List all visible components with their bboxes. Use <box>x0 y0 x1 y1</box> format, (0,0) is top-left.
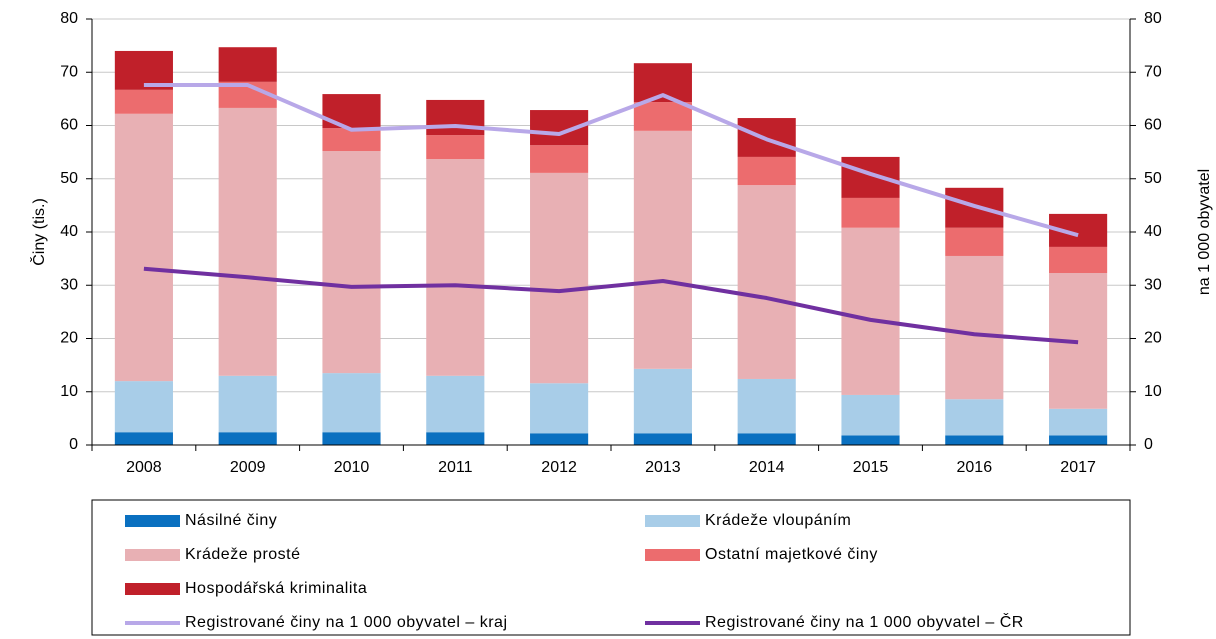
y2-tick-label: 60 <box>1144 117 1162 134</box>
bar-segment <box>737 378 796 434</box>
bar-segment <box>841 394 900 436</box>
bar-segment <box>322 128 381 152</box>
legend-swatch <box>125 549 180 561</box>
legend-label: Ostatní majetkové činy <box>705 546 878 563</box>
legend-label: Násilné činy <box>185 512 277 529</box>
bar-segment <box>426 432 485 445</box>
legend-label: Registrované činy na 1 000 obyvatel – kr… <box>185 614 508 631</box>
bar-segment <box>530 383 589 434</box>
x-tick-label: 2013 <box>645 459 681 476</box>
x-tick-label: 2014 <box>749 459 785 476</box>
bar-segment <box>218 47 277 82</box>
bar-segment <box>1049 246 1108 274</box>
x-tick-label: 2016 <box>957 459 993 476</box>
y-tick-label: 50 <box>60 170 78 187</box>
y-tick-label: 20 <box>60 330 78 347</box>
bar-segment <box>841 227 900 395</box>
y2-tick-label: 0 <box>1144 436 1153 453</box>
bar-segment <box>737 156 796 186</box>
legend-swatch <box>645 515 700 527</box>
bar-segment <box>530 172 589 384</box>
x-tick-label: 2008 <box>126 459 162 476</box>
bar-segment <box>426 375 485 433</box>
line-series <box>143 266 1079 345</box>
bar-segment <box>737 433 796 445</box>
bar-segment <box>633 130 692 369</box>
bar-segment <box>322 373 381 433</box>
y2-tick-label: 50 <box>1144 170 1162 187</box>
legend-label: Krádeže prosté <box>185 546 301 563</box>
bar-segment <box>841 197 900 228</box>
y2-tick-label: 80 <box>1144 10 1162 27</box>
bar-segment <box>945 399 1004 436</box>
y-tick-label: 40 <box>60 223 78 240</box>
y-tick-label: 60 <box>60 117 78 134</box>
y-tick-label: 70 <box>60 63 78 80</box>
y-axis-label: Činy (tis.) <box>29 198 48 266</box>
bar-segment <box>218 432 277 445</box>
bar-segment <box>114 89 173 114</box>
y-tick-label: 80 <box>60 10 78 27</box>
legend-swatch <box>645 549 700 561</box>
bar-segment <box>841 435 900 445</box>
bar-segment <box>322 432 381 445</box>
legend-swatch <box>125 515 180 527</box>
legend-box <box>91 499 1131 636</box>
bar-segment <box>114 113 173 382</box>
bar-segment <box>218 375 277 433</box>
y2-tick-label: 30 <box>1144 276 1162 293</box>
bar-segment <box>114 432 173 445</box>
bar-segment <box>426 135 485 160</box>
line-series <box>143 83 1079 238</box>
bar-segment <box>530 433 589 445</box>
bar-segment <box>841 156 900 198</box>
bar-segment <box>1049 408 1108 436</box>
x-tick-label: 2015 <box>853 459 889 476</box>
bar-segment <box>1049 435 1108 445</box>
bar-segment <box>218 107 277 376</box>
bar-segment <box>114 381 173 433</box>
x-tick-label: 2009 <box>230 459 266 476</box>
y2-tick-label: 70 <box>1144 63 1162 80</box>
x-tick-label: 2010 <box>334 459 370 476</box>
y2-tick-label: 20 <box>1144 330 1162 347</box>
y2-tick-label: 10 <box>1144 383 1162 400</box>
y2-tick-label: 40 <box>1144 223 1162 240</box>
y-tick-label: 0 <box>69 436 78 453</box>
bar-segment <box>945 227 1004 256</box>
bar-segment <box>530 145 589 173</box>
bar-segment <box>426 159 485 376</box>
bar-segment <box>737 185 796 379</box>
x-tick-label: 2012 <box>541 459 577 476</box>
y-tick-label: 30 <box>60 276 78 293</box>
bar-segment <box>322 151 381 374</box>
bar-segment <box>633 368 692 434</box>
legend-label: Registrované činy na 1 000 obyvatel – ČR <box>705 612 1024 631</box>
legend-swatch <box>125 583 180 595</box>
legend-label: Hospodářská kriminalita <box>185 580 367 597</box>
bar-segment <box>633 102 692 131</box>
bar-segment <box>426 99 485 136</box>
x-tick-label: 2017 <box>1060 459 1096 476</box>
x-tick-label: 2011 <box>438 459 473 476</box>
bar-segment <box>945 435 1004 445</box>
legend-label: Krádeže vloupáním <box>705 512 851 529</box>
y-tick-label: 10 <box>60 383 78 400</box>
bar-segment <box>633 433 692 445</box>
bar-segment <box>945 255 1004 400</box>
y2-axis-label: na 1 000 obyvatel <box>1196 169 1213 295</box>
